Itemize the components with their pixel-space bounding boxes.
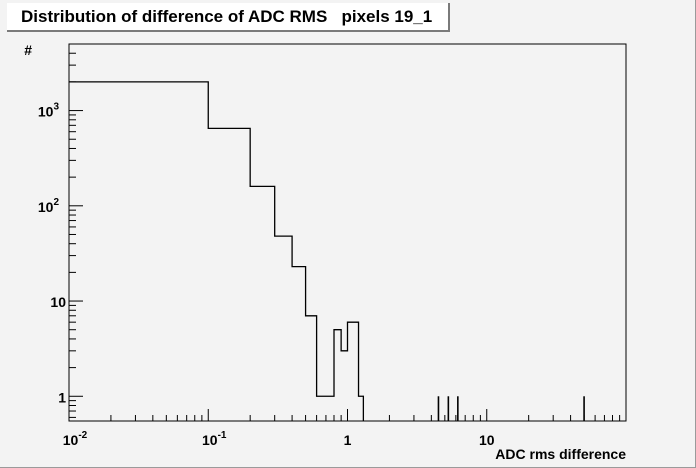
plot-frame bbox=[68, 43, 627, 422]
histogram-bar bbox=[306, 316, 317, 421]
x-tick-label: 10-2 bbox=[63, 430, 88, 448]
histogram-bar bbox=[69, 82, 208, 421]
y-tick-label: 103 bbox=[38, 102, 60, 120]
y-tick-label: 102 bbox=[38, 197, 60, 215]
histogram-bar bbox=[208, 128, 250, 421]
histogram-bar bbox=[341, 351, 347, 421]
histogram-bar bbox=[348, 322, 354, 421]
histogram-bar bbox=[292, 267, 305, 421]
x-tick-label: 1 bbox=[344, 432, 352, 448]
y-tick-label: 10 bbox=[50, 294, 66, 310]
y-tick-label: 1 bbox=[58, 389, 66, 405]
histogram-bar bbox=[275, 236, 292, 421]
chart-title: Distribution of difference of ADC RMS pi… bbox=[7, 3, 451, 32]
histogram-bar bbox=[334, 330, 341, 421]
x-tick-label: 10 bbox=[479, 432, 495, 448]
histogram-bar bbox=[250, 186, 275, 421]
histogram-bar bbox=[353, 322, 358, 421]
x-axis-title: ADC rms difference bbox=[495, 446, 626, 462]
histogram-outline bbox=[69, 81, 365, 421]
y-axis-title: # bbox=[24, 42, 32, 58]
histogram-bar bbox=[317, 396, 334, 421]
x-tick-label: 10-1 bbox=[202, 430, 227, 448]
histogram-bar bbox=[359, 396, 364, 421]
